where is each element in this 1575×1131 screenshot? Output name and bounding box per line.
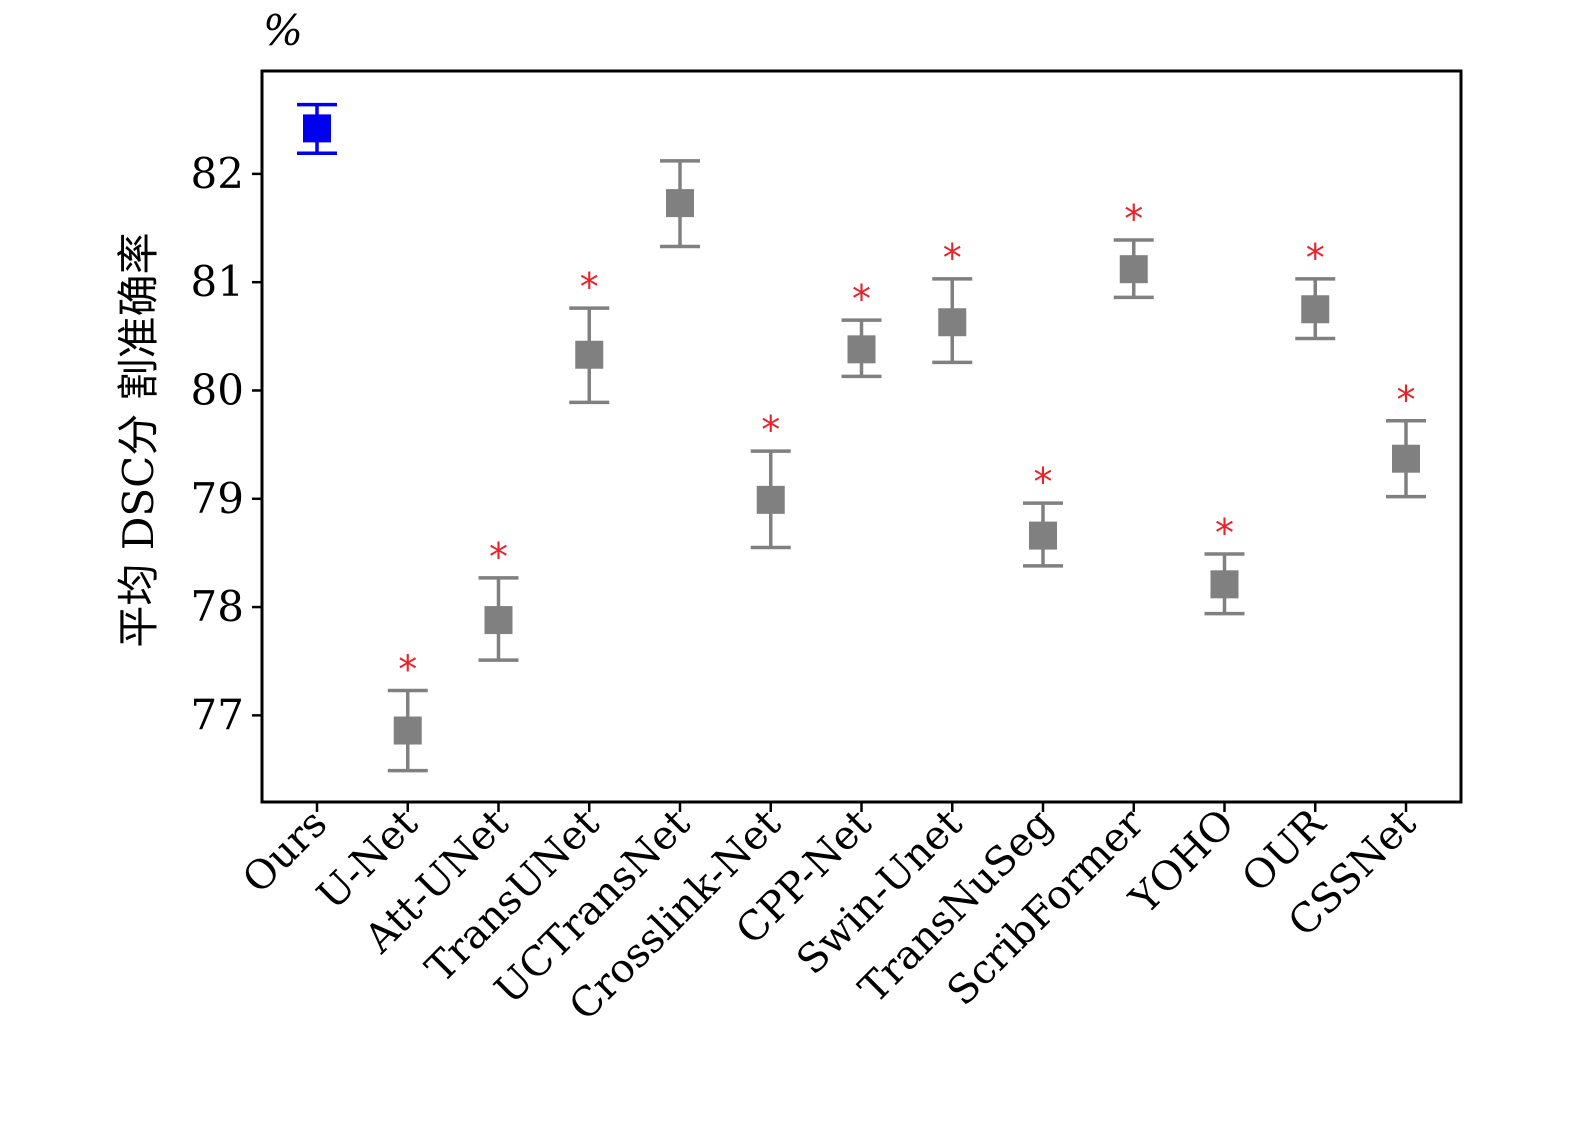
unit-label: % xyxy=(263,6,303,55)
mean-marker xyxy=(1392,444,1420,473)
y-tick-label: 78 xyxy=(191,582,244,631)
significance-marker: * xyxy=(1306,236,1325,280)
x-tick-label: YOHO xyxy=(1121,801,1244,924)
y-tick-label: 81 xyxy=(191,257,244,306)
y-axis: 77 78 79 80 81 82 xyxy=(191,149,262,739)
mean-marker xyxy=(393,716,422,745)
significance-marker: * xyxy=(489,535,508,579)
significance-marker: * xyxy=(1397,378,1416,422)
significance-marker: * xyxy=(761,408,780,452)
mean-marker xyxy=(1119,255,1148,284)
plot-frame xyxy=(260,69,1463,804)
x-axis: OursU-NetAtt-UNetTransUNetUCTransNetCros… xyxy=(234,799,1425,1029)
y-tick-label: 82 xyxy=(191,149,244,198)
mean-marker xyxy=(847,335,876,364)
y-tick-label: 80 xyxy=(191,365,244,414)
y-tick-label: 77 xyxy=(191,690,244,739)
mean-marker xyxy=(303,114,331,143)
mean-marker xyxy=(575,340,604,369)
plot-marks: * * * * * * * * * * * xyxy=(297,102,1426,773)
mean-marker xyxy=(938,308,967,337)
y-axis-label: 平均 DSC分 割准确率 xyxy=(114,232,163,647)
significance-marker: * xyxy=(1124,197,1143,241)
mean-marker xyxy=(1301,295,1330,324)
mean-marker xyxy=(1210,570,1239,599)
significance-marker: * xyxy=(580,265,599,309)
significance-marker: * xyxy=(943,236,962,280)
significance-marker: * xyxy=(1215,511,1234,555)
significance-marker: * xyxy=(852,277,871,321)
y-tick-label: 79 xyxy=(191,474,244,523)
mean-marker xyxy=(756,485,785,514)
mean-marker xyxy=(484,606,513,635)
significance-marker: * xyxy=(398,647,417,691)
mean-marker xyxy=(1029,521,1057,550)
significance-marker: * xyxy=(1034,460,1053,504)
mean-marker xyxy=(666,189,694,218)
